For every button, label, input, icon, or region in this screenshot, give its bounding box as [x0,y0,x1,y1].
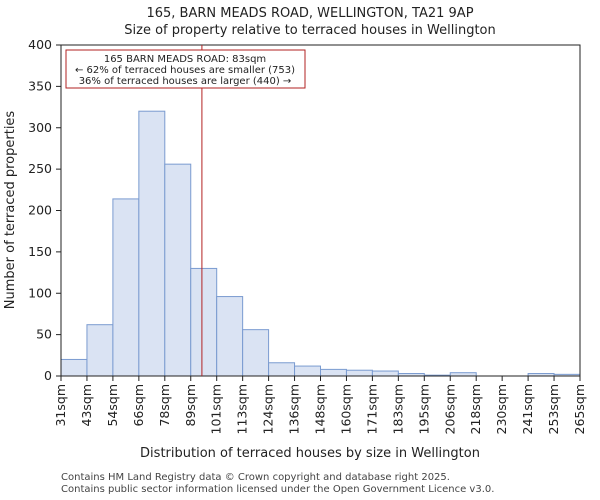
chart-title-line1: 165, BARN MEADS ROAD, WELLINGTON, TA21 9… [146,6,473,21]
x-tick-label: 101sqm [209,384,224,434]
histogram-bar [60,358,88,377]
histogram-bar [216,296,244,377]
chart-title-line2: Size of property relative to terraced ho… [124,23,495,38]
histogram-bar [371,370,399,377]
y-tick-label: 150 [28,244,52,259]
y-tick-label: 350 [28,78,52,93]
plot-frame [60,44,581,377]
footer-line1: Contains HM Land Registry data © Crown c… [61,472,450,483]
histogram-bar [112,198,140,377]
y-axis-label: Number of terraced properties [3,111,18,310]
y-tick-label: 250 [28,161,52,176]
x-tick-label: 124sqm [261,384,276,434]
histogram-bar [345,369,373,377]
y-axis: 0 50 100 150 200 250 300 350 400 [28,37,61,383]
bars [60,110,581,377]
x-tick-label: 183sqm [390,384,405,434]
y-tick-label: 200 [28,203,52,218]
y-tick-label: 100 [28,285,52,300]
x-tick-label: 89sqm [183,384,198,427]
histogram-bar [86,324,114,377]
x-axis-label: Distribution of terraced houses by size … [140,446,480,461]
annotation-line3: 36% of terraced houses are larger (440) … [79,76,292,87]
x-tick-label: 160sqm [338,384,353,434]
histogram-chart: 165, BARN MEADS ROAD, WELLINGTON, TA21 9… [3,6,587,461]
histogram-bar [320,368,347,377]
x-tick-label: 43sqm [79,384,94,427]
x-tick-label: 206sqm [442,384,457,434]
x-tick-label: 265sqm [572,384,587,434]
x-tick-label: 171sqm [364,384,379,434]
x-tick-label: 230sqm [494,384,509,434]
x-tick-label: 66sqm [131,384,146,427]
annotation-box: 165 BARN MEADS ROAD: 83sqm ← 62% of terr… [65,49,306,89]
y-tick-label: 0 [44,368,52,383]
x-tick-label: 253sqm [546,384,561,434]
y-tick-label: 400 [28,37,52,52]
x-tick-label: 54sqm [105,384,120,427]
x-tick-label: 218sqm [468,384,483,434]
x-tick-label: 148sqm [313,384,328,434]
x-axis: 31sqm 43sqm 54sqm 66sqm 78sqm 89sqm 101sqm 113s… [53,376,587,434]
histogram-bar [294,365,321,377]
x-tick-label: 136sqm [287,384,302,434]
annotation-line2: ← 62% of terraced houses are smaller (75… [75,65,295,76]
histogram-bar [190,267,218,377]
x-tick-label: 31sqm [53,384,68,427]
x-tick-label: 241sqm [520,384,535,434]
histogram-bar [164,163,192,377]
x-tick-label: 78sqm [157,384,172,427]
y-tick-label: 300 [28,120,52,135]
histogram-bar [138,110,166,377]
x-tick-label: 195sqm [416,384,431,434]
footer-line2: Contains public sector information licen… [61,484,495,495]
x-tick-label: 113sqm [235,384,250,434]
histogram-bar [268,362,296,377]
annotation-line1: 165 BARN MEADS ROAD: 83sqm [104,54,266,65]
histogram-bar [242,329,270,377]
y-tick-label: 50 [36,327,52,342]
